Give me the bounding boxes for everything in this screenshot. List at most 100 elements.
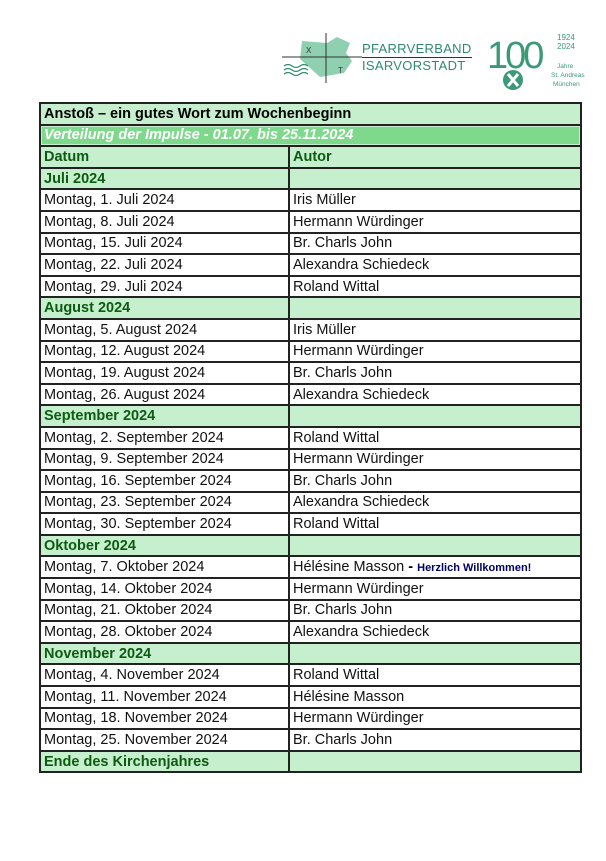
author-cell: Iris Müller xyxy=(288,188,582,212)
month-row: November 2024 xyxy=(39,641,582,666)
author-cell: Br. Charls John xyxy=(288,469,582,493)
month-empty xyxy=(288,641,582,666)
logo-line2: ISARVORSTADT xyxy=(362,58,466,73)
table-row: Montag, 9. September 2024 Hermann Würding… xyxy=(39,447,582,472)
footer-empty xyxy=(288,749,582,774)
table-row: Montag, 25. November 2024 Br. Charls John xyxy=(39,728,582,752)
author-name: Alexandra Schiedeck xyxy=(293,494,430,511)
author-name: Hermann Würdinger xyxy=(293,343,424,360)
jubilee-number: 100 xyxy=(487,35,543,77)
table-row: Montag, 22. Juli 2024 Alexandra Schiedeck xyxy=(39,253,582,277)
author-name: Iris Müller xyxy=(293,192,356,209)
map-icon: X T xyxy=(282,33,362,83)
table-row: Montag, 5. August 2024 Iris Müller xyxy=(39,317,582,342)
table-row: Montag, 12. August 2024 Hermann Würdinger xyxy=(39,339,582,364)
table-subtitle: Verteilung der Impulse - 01.07. bis 25.1… xyxy=(39,123,582,148)
author-cell: Alexandra Schiedeck xyxy=(288,253,582,277)
footer-row: Ende des Kirchenjahres xyxy=(39,749,582,774)
author-cell: Iris Müller xyxy=(288,317,582,342)
author-name: Roland Wittal xyxy=(293,429,380,446)
author-cell: Br. Charls John xyxy=(288,361,582,385)
table-row: Montag, 29. Juli 2024 Roland Wittal xyxy=(39,274,582,299)
author-name: Br. Charls John xyxy=(293,472,393,489)
note-dash: - xyxy=(404,559,418,576)
svg-text:Jahre: Jahre xyxy=(557,63,574,70)
table-row: Montag, 11. November 2024 Hélésine Masson xyxy=(39,685,582,709)
month-label: August 2024 xyxy=(39,296,290,320)
date-cell: Montag, 22. Juli 2024 xyxy=(39,253,290,277)
table-row: Montag, 1. Juli 2024 Iris Müller xyxy=(39,188,582,212)
welcome-note: Herzlich Willkommen! xyxy=(417,562,532,575)
author-name: Hermann Würdinger xyxy=(293,213,424,230)
author-name: Hermann Würdinger xyxy=(293,451,424,468)
author-cell: Br. Charls John xyxy=(288,598,582,623)
author-cell: Hermann Würdinger xyxy=(288,577,582,601)
author-cell: Hélésine Masson - Herzlich Willkommen! xyxy=(288,555,582,580)
table-row: Montag, 4. November 2024 Roland Wittal xyxy=(39,663,582,688)
author-name: Iris Müller xyxy=(293,321,356,338)
svg-text:1924: 1924 xyxy=(557,33,575,42)
date-cell: Montag, 25. November 2024 xyxy=(39,728,290,752)
date-cell: Montag, 28. Oktober 2024 xyxy=(39,620,290,644)
author-name: Hermann Würdinger xyxy=(293,710,424,727)
date-cell: Montag, 26. August 2024 xyxy=(39,382,290,407)
svg-text:München: München xyxy=(553,81,580,88)
month-row: Oktober 2024 xyxy=(39,533,582,558)
table-row: Montag, 19. August 2024 Br. Charls John xyxy=(39,361,582,385)
table-row: Montag, 2. September 2024 Roland Wittal xyxy=(39,425,582,450)
author-name: Hélésine Masson xyxy=(293,559,405,576)
author-cell: Alexandra Schiedeck xyxy=(288,620,582,644)
month-empty xyxy=(288,166,582,191)
author-cell: Hermann Würdinger xyxy=(288,209,582,234)
table-row: Montag, 7. Oktober 2024 Hélésine Masson -… xyxy=(39,555,582,580)
author-name: Roland Wittal xyxy=(293,516,380,533)
author-name: Hélésine Masson xyxy=(293,688,405,705)
author-name: Hermann Würdinger xyxy=(293,580,424,597)
date-cell: Montag, 5. August 2024 xyxy=(39,317,290,342)
map-letter-t: T xyxy=(338,66,343,75)
author-name: Br. Charls John xyxy=(293,602,393,619)
header-autor: Autor xyxy=(288,145,582,169)
author-cell: Hélésine Masson xyxy=(288,685,582,709)
date-cell: Montag, 21. Oktober 2024 xyxy=(39,598,290,623)
month-label: Oktober 2024 xyxy=(39,533,290,558)
x-cross-icon xyxy=(503,70,523,90)
table-row: Montag, 8. Juli 2024 Hermann Würdinger xyxy=(39,209,582,234)
table-row: Montag, 21. Oktober 2024 Br. Charls John xyxy=(39,598,582,623)
schedule-table: Anstoß – ein gutes Wort zum Wochenbeginn… xyxy=(39,102,582,774)
date-cell: Montag, 30. September 2024 xyxy=(39,512,290,536)
author-cell: Roland Wittal xyxy=(288,425,582,450)
date-cell: Montag, 16. September 2024 xyxy=(39,469,290,493)
author-name: Br. Charls John xyxy=(293,364,393,381)
author-cell: Hermann Würdinger xyxy=(288,447,582,472)
month-empty xyxy=(288,296,582,320)
table-row: Montag, 30. September 2024 Roland Wittal xyxy=(39,512,582,536)
date-cell: Montag, 7. Oktober 2024 xyxy=(39,555,290,580)
svg-text:2024: 2024 xyxy=(557,42,575,51)
author-cell: Roland Wittal xyxy=(288,663,582,688)
table-row: Montag, 26. August 2024 Alexandra Schiede… xyxy=(39,382,582,407)
pfarrverband-logo: X T PFARRVERBAND ISARVORSTADT xyxy=(282,33,472,83)
table-row: Montag, 23. September 2024 Alexandra Schi… xyxy=(39,490,582,515)
author-name: Roland Wittal xyxy=(293,667,380,684)
footer-label: Ende des Kirchenjahres xyxy=(39,749,290,774)
author-cell: Roland Wittal xyxy=(288,274,582,299)
date-cell: Montag, 19. August 2024 xyxy=(39,361,290,385)
month-label: September 2024 xyxy=(39,404,290,428)
date-cell: Montag, 8. Juli 2024 xyxy=(39,209,290,234)
table-row: Montag, 18. November 2024 Hermann Würding… xyxy=(39,706,582,731)
author-name: Roland Wittal xyxy=(293,278,380,295)
author-cell: Hermann Würdinger xyxy=(288,339,582,364)
author-name: Alexandra Schiedeck xyxy=(293,624,430,641)
table-row: Montag, 28. Oktober 2024 Alexandra Schied… xyxy=(39,620,582,644)
date-cell: Montag, 4. November 2024 xyxy=(39,663,290,688)
jubilee-logo: 100 1924 2024 Jahre St. Andreas München xyxy=(487,30,591,92)
date-cell: Montag, 23. September 2024 xyxy=(39,490,290,515)
table-row: Montag, 16. September 2024 Br. Charls Joh… xyxy=(39,469,582,493)
month-row: August 2024 xyxy=(39,296,582,320)
logo-line1: PFARRVERBAND xyxy=(362,41,472,56)
svg-text:St. Andreas: St. Andreas xyxy=(551,72,585,79)
month-empty xyxy=(288,404,582,428)
author-cell: Br. Charls John xyxy=(288,728,582,752)
month-label: November 2024 xyxy=(39,641,290,666)
